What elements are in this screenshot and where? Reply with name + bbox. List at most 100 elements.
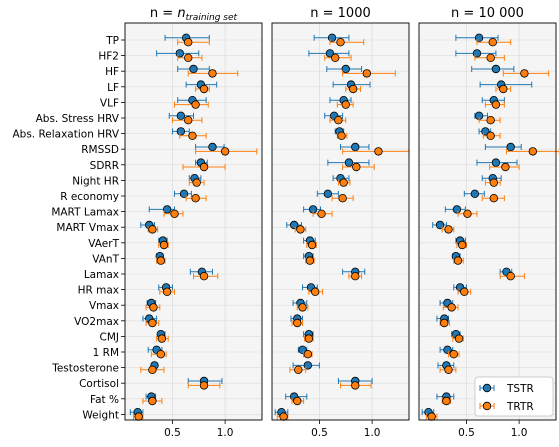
y-tick-label: TP	[105, 35, 119, 47]
y-tick-label: Abs. Relaxation HRV	[12, 129, 119, 141]
data-point	[444, 365, 453, 374]
data-point	[351, 381, 360, 390]
data-point	[470, 189, 480, 198]
y-tick-label: 1 RM	[93, 347, 119, 359]
data-point	[327, 33, 337, 42]
data-point	[472, 49, 482, 58]
data-point	[294, 365, 303, 374]
y-tick-label: Abs. Stress HRV	[36, 113, 120, 125]
data-point	[199, 381, 209, 390]
data-point	[351, 272, 360, 281]
panel-1: 0.5 1.0 n = ntraining set	[124, 6, 263, 439]
series-trtr	[425, 38, 559, 421]
data-point	[506, 142, 515, 152]
data-point	[341, 100, 350, 109]
data-point	[199, 272, 209, 281]
data-point	[331, 53, 340, 62]
data-point	[491, 158, 501, 167]
y-tick-label: R economy	[60, 191, 119, 203]
y-axis-labels: TP HF2 HF LF VLF Abs. Stress HRV Abs. Relaxati…	[12, 35, 125, 421]
data-point	[189, 64, 198, 74]
data-point	[452, 205, 462, 214]
data-point	[352, 162, 361, 172]
y-tick-label: VO2max	[74, 316, 119, 328]
y-tick-label: LF	[107, 82, 119, 94]
data-point	[334, 115, 343, 125]
data-point	[148, 225, 157, 234]
legend-marker-trtr	[482, 401, 492, 411]
x-tick-label: 0.5	[164, 427, 181, 439]
data-point	[191, 193, 200, 203]
y-tick-label: MART Vmax	[56, 222, 119, 234]
data-point	[339, 178, 348, 187]
y-tick-label: HF	[105, 66, 119, 78]
y-tick-label: HF2	[98, 51, 119, 63]
data-point	[447, 303, 456, 312]
y-tick-label: VAerT	[88, 238, 119, 250]
x-tick-label: 1.0	[364, 427, 381, 439]
data-point	[159, 240, 169, 250]
data-point	[184, 53, 193, 62]
data-point	[188, 131, 197, 140]
legend-label-tstr: TSTR	[506, 383, 534, 395]
data-point	[338, 193, 347, 203]
data-point	[296, 225, 305, 234]
y-tick-label: MART Lamax	[51, 207, 119, 219]
data-point	[279, 412, 288, 421]
x-tick-label: 1.0	[511, 427, 528, 439]
data-point	[463, 209, 472, 218]
data-point	[317, 209, 326, 218]
data-point	[303, 350, 313, 359]
data-point	[148, 318, 157, 328]
data-point	[374, 147, 383, 156]
data-point	[303, 361, 313, 370]
data-point	[528, 147, 538, 156]
data-point	[348, 84, 358, 94]
series-trtr	[276, 38, 410, 421]
data-point	[440, 318, 449, 328]
data-point	[444, 225, 453, 234]
data-point	[192, 178, 201, 187]
y-tick-label: Weight	[82, 409, 119, 421]
data-point	[344, 158, 354, 167]
data-point	[506, 272, 515, 281]
data-point	[208, 69, 217, 78]
panel-frame	[418, 22, 557, 421]
y-tick-label: VLF	[100, 97, 119, 109]
y-tick-label: HR max	[78, 285, 119, 297]
data-point	[489, 193, 499, 203]
data-point	[176, 111, 186, 120]
data-point	[157, 334, 167, 343]
panel-3: 0.5 1.0 n = 10 000	[418, 6, 559, 439]
y-tick-label: Vmax	[89, 300, 119, 312]
legend: TSTR TRTR	[474, 376, 554, 417]
panel-title: n = 10 000	[451, 6, 524, 21]
series-trtr	[132, 38, 258, 421]
data-point	[486, 115, 495, 125]
plot-area	[125, 23, 262, 420]
data-point	[175, 49, 184, 58]
data-point	[184, 38, 193, 47]
data-point	[491, 64, 501, 74]
data-point	[323, 189, 333, 198]
data-point	[293, 318, 302, 328]
data-point	[351, 142, 360, 152]
x-tick-label: 0.5	[311, 427, 328, 439]
data-point	[156, 350, 166, 359]
data-point	[435, 220, 445, 230]
data-point	[220, 147, 230, 156]
panel-2: 0.5 1.0 n = 1000	[271, 6, 410, 439]
data-point	[176, 127, 186, 136]
data-point	[170, 209, 179, 218]
data-point	[460, 287, 469, 296]
data-point	[486, 131, 495, 140]
legend-item-trtr: TRTR	[479, 401, 534, 413]
data-point	[156, 256, 166, 265]
data-point	[304, 334, 314, 343]
data-point	[289, 220, 299, 230]
data-point	[341, 64, 350, 74]
data-point	[427, 412, 436, 421]
data-point	[489, 178, 499, 187]
data-point	[520, 69, 529, 78]
